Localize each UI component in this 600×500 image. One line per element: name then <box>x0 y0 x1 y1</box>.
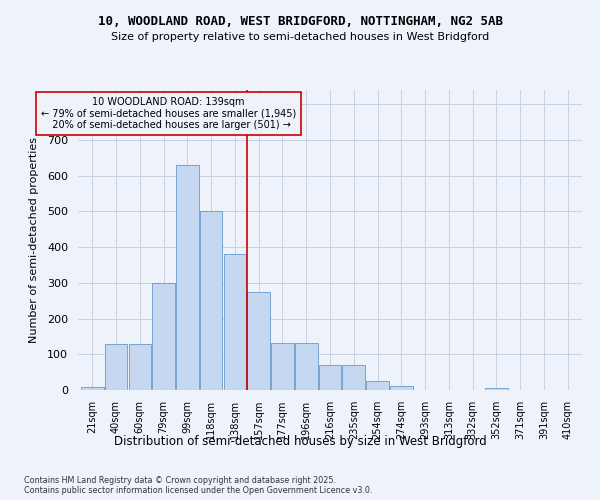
Text: Size of property relative to semi-detached houses in West Bridgford: Size of property relative to semi-detach… <box>111 32 489 42</box>
Text: 10, WOODLAND ROAD, WEST BRIDGFORD, NOTTINGHAM, NG2 5AB: 10, WOODLAND ROAD, WEST BRIDGFORD, NOTTI… <box>97 15 503 28</box>
Bar <box>390 386 413 390</box>
Bar <box>343 365 365 390</box>
Bar <box>271 342 294 390</box>
Bar <box>295 342 317 390</box>
Bar <box>105 344 127 390</box>
Y-axis label: Number of semi-detached properties: Number of semi-detached properties <box>29 137 39 343</box>
Bar <box>224 254 246 390</box>
Bar <box>128 344 151 390</box>
Bar <box>81 387 104 390</box>
Text: 10 WOODLAND ROAD: 139sqm
← 79% of semi-detached houses are smaller (1,945)
  20%: 10 WOODLAND ROAD: 139sqm ← 79% of semi-d… <box>41 97 296 130</box>
Bar <box>176 165 199 390</box>
Bar <box>485 388 508 390</box>
Bar <box>200 212 223 390</box>
Bar <box>247 292 270 390</box>
Text: Contains HM Land Registry data © Crown copyright and database right 2025.
Contai: Contains HM Land Registry data © Crown c… <box>24 476 373 495</box>
Bar <box>366 381 389 390</box>
Text: Distribution of semi-detached houses by size in West Bridgford: Distribution of semi-detached houses by … <box>113 435 487 448</box>
Bar <box>319 365 341 390</box>
Bar <box>152 283 175 390</box>
